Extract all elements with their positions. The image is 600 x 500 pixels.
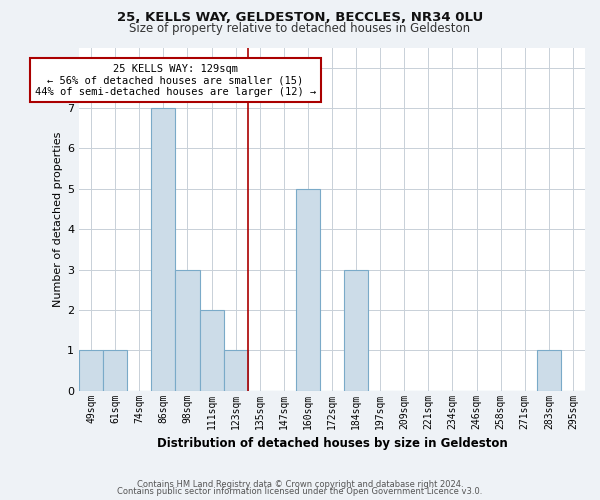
- Bar: [200, 310, 224, 390]
- Text: 25 KELLS WAY: 129sqm
← 56% of detached houses are smaller (15)
44% of semi-detac: 25 KELLS WAY: 129sqm ← 56% of detached h…: [35, 64, 316, 97]
- Bar: [537, 350, 561, 391]
- Bar: [151, 108, 175, 391]
- Bar: [296, 189, 320, 390]
- Text: 25, KELLS WAY, GELDESTON, BECCLES, NR34 0LU: 25, KELLS WAY, GELDESTON, BECCLES, NR34 …: [117, 11, 483, 24]
- Bar: [103, 350, 127, 391]
- Bar: [175, 270, 200, 390]
- Text: Size of property relative to detached houses in Geldeston: Size of property relative to detached ho…: [130, 22, 470, 35]
- Text: Contains HM Land Registry data © Crown copyright and database right 2024.: Contains HM Land Registry data © Crown c…: [137, 480, 463, 489]
- Bar: [344, 270, 368, 390]
- X-axis label: Distribution of detached houses by size in Geldeston: Distribution of detached houses by size …: [157, 437, 508, 450]
- Bar: [224, 350, 248, 391]
- Bar: [79, 350, 103, 391]
- Text: Contains public sector information licensed under the Open Government Licence v3: Contains public sector information licen…: [118, 487, 482, 496]
- Y-axis label: Number of detached properties: Number of detached properties: [53, 132, 63, 307]
